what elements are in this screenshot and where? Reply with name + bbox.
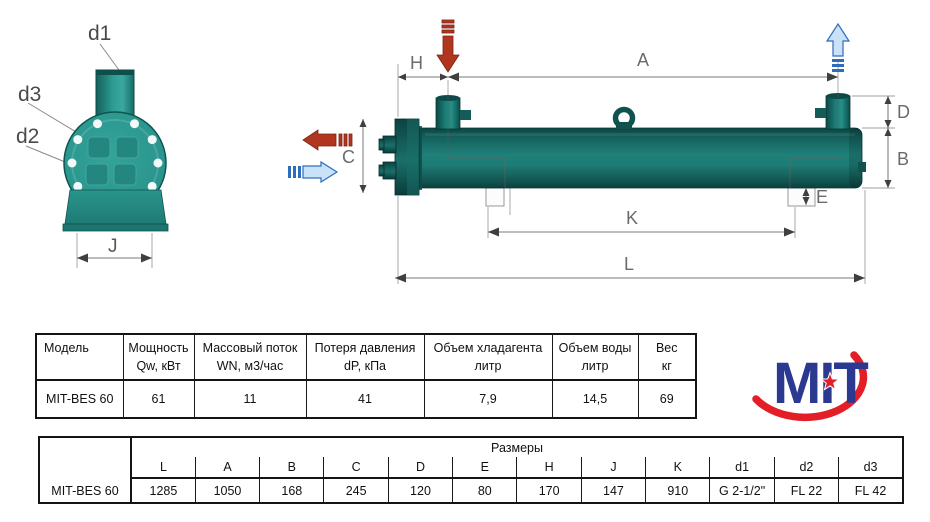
dim-label-k: K	[626, 208, 638, 228]
spec-value-mass-flow: 11	[193, 379, 307, 419]
shell-end-shade	[849, 128, 862, 188]
spec-value-pressure-drop: 41	[305, 379, 425, 419]
dim-label-d2: d2	[16, 125, 39, 148]
spec-col-header-power: Мощность Qw, кВт	[122, 333, 195, 381]
end-view-base	[62, 189, 169, 232]
dims-model-cell: MIT-BES 60	[38, 437, 132, 503]
dims-col-L: L	[130, 457, 196, 479]
shell-highlight	[425, 133, 855, 136]
logo-star-icon	[819, 371, 841, 391]
header-line1: Потеря давления	[314, 341, 416, 355]
spec-data-row: MIT-BES 60 61 11 41 7,9 14,5 69	[35, 379, 697, 419]
dim-label-l: L	[624, 254, 634, 274]
dimension-lines	[359, 72, 892, 283]
dims-col-C: C	[323, 457, 389, 479]
blue-right-flow-arrow-icon	[288, 160, 339, 184]
dims-col-B: B	[259, 457, 325, 479]
dims-col-d1: d1	[709, 457, 775, 479]
left-top-nozzle	[435, 95, 471, 130]
hidden-line-hints	[447, 62, 843, 188]
shell-end-tab	[858, 162, 866, 172]
spec-col-header-refrigerant-volume: Объем хладагента литр	[423, 333, 553, 381]
j-dimension	[76, 233, 153, 268]
header-line1: Вес	[655, 341, 678, 355]
dims-value-d3: FL 42	[838, 477, 904, 504]
dim-label-d1: d1	[88, 22, 111, 45]
end-view-drawing: d1 d3 d2 J	[16, 22, 169, 268]
spec-col-header-model: Модель	[35, 333, 124, 381]
spec-value-water-volume: 14,5	[551, 379, 639, 419]
spec-col-header-pressure-drop: Потеря давления dP, кПа	[305, 333, 425, 381]
dim-label-e: E	[816, 187, 828, 207]
header-line1: Объем хладагента	[433, 341, 543, 355]
dims-value-H: 170	[516, 477, 582, 504]
dim-label-j: J	[108, 236, 118, 257]
header-line1: Мощность	[128, 341, 189, 355]
dims-value-C: 245	[323, 477, 389, 504]
dims-value-d2: FL 22	[773, 477, 840, 504]
header-line1: Модель	[44, 341, 89, 355]
dims-col-E: E	[452, 457, 518, 479]
spec-header-row: Модель Мощность Qw, кВт Массовый поток W…	[35, 333, 697, 381]
header-line2: литр	[581, 359, 609, 373]
logo-text: MIT	[773, 351, 868, 416]
right-top-nozzle	[815, 93, 851, 130]
dim-label-c: C	[342, 147, 355, 167]
spec-value-refrigerant-volume: 7,9	[423, 379, 553, 419]
flange-port-pads	[85, 136, 139, 186]
head-flange	[378, 118, 420, 196]
dims-group-row: MIT-BES 60 Размеры	[38, 436, 904, 503]
dims-col-K: K	[645, 457, 711, 479]
technical-drawing: d1 d3 d2 J	[16, 19, 910, 284]
dim-label-d3: d3	[18, 83, 41, 106]
dims-value-B: 168	[259, 477, 325, 504]
dims-value-J: 147	[580, 477, 647, 504]
header-line2: dP, кПа	[343, 359, 387, 373]
red-down-flow-arrow-icon	[436, 19, 460, 73]
dim-label-a: A	[637, 50, 649, 70]
dim-label-d: D	[897, 102, 910, 122]
dims-col-H: H	[516, 457, 582, 479]
dims-value-K: 910	[645, 477, 711, 504]
dim-label-h: H	[410, 53, 423, 73]
mit-logo: MIT	[752, 351, 870, 422]
logo-swoosh	[752, 351, 868, 422]
spec-col-header-mass-flow: Массовый поток WN, м3/час	[193, 333, 307, 381]
dims-col-A: A	[194, 457, 261, 479]
dimensions-table: MIT-BES 60 Размеры L A B C D E H J K d1 …	[38, 436, 904, 504]
dims-value-D: 120	[387, 477, 454, 504]
dims-group-header: Размеры	[130, 436, 904, 457]
lifting-eye	[612, 106, 636, 130]
dims-value-E: 80	[452, 477, 518, 504]
header-line2: литр	[474, 359, 502, 373]
dim-label-b: B	[897, 149, 909, 169]
header-line2: Qw, кВт	[136, 359, 181, 373]
spec-col-header-water-volume: Объем воды литр	[551, 333, 639, 381]
spec-table: Модель Мощность Qw, кВт Массовый поток W…	[35, 333, 697, 419]
dims-value-A: 1050	[194, 477, 261, 504]
dims-col-d2: d2	[773, 457, 840, 479]
red-left-flow-arrow-icon	[302, 129, 353, 151]
blue-up-flow-arrow-icon	[825, 22, 851, 72]
dims-col-D: D	[387, 457, 454, 479]
header-line1: Объем воды	[558, 341, 632, 355]
header-line2: WN, м3/час	[216, 359, 284, 373]
header-line1: Массовый поток	[202, 341, 298, 355]
spec-value-weight: 69	[637, 379, 697, 419]
dims-values-row: 1285 1050 168 245 120 80 170 147 910 G 2…	[39, 477, 904, 504]
side-view-drawing: H A C D B E K L	[288, 19, 910, 284]
dims-value-d1: G 2-1/2"	[709, 477, 775, 504]
dims-value-L: 1285	[130, 477, 196, 504]
support-feet	[485, 187, 816, 207]
dims-col-d3: d3	[838, 457, 904, 479]
spec-col-header-weight: Вес кг	[637, 333, 697, 381]
dims-col-J: J	[580, 457, 647, 479]
spec-value-power: 61	[122, 379, 195, 419]
head-port-stubs	[378, 135, 397, 180]
dims-letters-row: L A B C D E H J K d1 d2 d3	[39, 457, 904, 479]
header-line2: кг	[661, 359, 672, 373]
spec-value-model: MIT-BES 60	[35, 379, 124, 419]
